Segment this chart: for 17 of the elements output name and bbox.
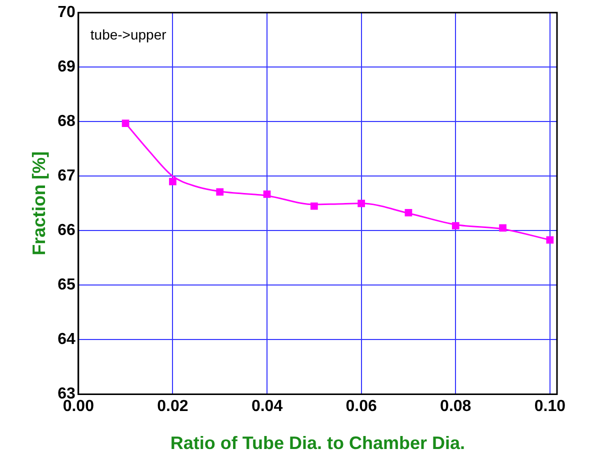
y-tick-label: 70: [58, 4, 76, 22]
y-tick-label: 65: [58, 276, 76, 294]
y-tick-label: 69: [58, 58, 76, 76]
y-tick-label: 64: [58, 331, 76, 348]
x-tick-label: 0.04: [251, 398, 283, 416]
x-tick-label: 0.02: [157, 398, 188, 416]
x-tick-label: 0.08: [440, 398, 472, 416]
annotation: tube->upper: [90, 26, 167, 42]
x-tick-label: 0.10: [534, 398, 566, 416]
y-tick-label: 66: [58, 222, 76, 240]
point: [169, 178, 176, 186]
point: [546, 236, 554, 244]
y-tick-label: 67: [58, 168, 76, 185]
x-axis-title: Ratio of Tube Dia. to Chamber Dia.: [170, 433, 466, 454]
y-tick-label: 68: [58, 113, 76, 130]
x-tick-label: 0.06: [346, 398, 377, 416]
y-axis-title: Fraction [%]: [28, 151, 49, 256]
